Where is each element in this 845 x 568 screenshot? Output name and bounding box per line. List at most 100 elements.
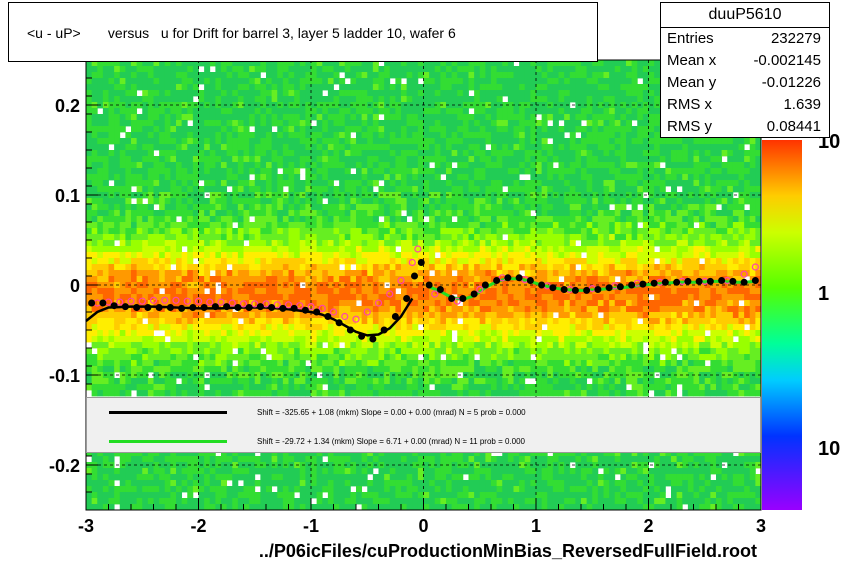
heatmap-cell [395, 474, 402, 481]
heatmap-cell [507, 228, 514, 235]
heatmap-cell [164, 252, 171, 259]
heatmap-cell [356, 498, 363, 505]
heatmap-cell [97, 450, 104, 457]
heatmap-cell [350, 78, 357, 85]
heatmap-cell [378, 288, 385, 295]
heatmap-cell [299, 60, 306, 67]
heatmap-cell [204, 108, 211, 115]
heatmap-cell [479, 90, 486, 97]
heatmap-cell [502, 300, 509, 307]
heatmap-cell [131, 366, 138, 373]
heatmap-cell [412, 234, 419, 241]
heatmap-cell [254, 276, 261, 283]
heatmap-cell [322, 240, 329, 247]
heatmap-cell [519, 486, 526, 493]
heatmap-cell [97, 156, 104, 163]
heatmap-cell [237, 384, 244, 391]
heatmap-cell [209, 138, 216, 145]
heatmap-cell [406, 168, 413, 175]
heatmap-cell [237, 156, 244, 163]
heatmap-cell [204, 348, 211, 355]
heatmap-cell [507, 360, 514, 367]
heatmap-cell [406, 204, 413, 211]
heatmap-cell [350, 174, 357, 181]
heatmap-cell [97, 120, 104, 127]
heatmap-cell [288, 270, 295, 277]
heatmap-cell [440, 222, 447, 229]
heatmap-cell [91, 240, 98, 247]
heatmap-cell [232, 66, 239, 73]
heatmap-cell [125, 294, 132, 301]
heatmap-cell [232, 450, 239, 457]
heatmap-cell [108, 258, 115, 265]
heatmap-cell [226, 192, 233, 199]
heatmap-cell [237, 342, 244, 349]
heatmap-cell [401, 492, 408, 499]
heatmap-cell [159, 228, 166, 235]
heatmap-cell [226, 456, 233, 463]
heatmap-cell [462, 114, 469, 121]
heatmap-cell [209, 378, 216, 385]
heatmap-cell [226, 204, 233, 211]
heatmap-cell [339, 330, 346, 337]
heatmap-cell [266, 264, 273, 271]
heatmap-cell [491, 144, 498, 151]
heatmap-cell [451, 126, 458, 133]
heatmap-cell [451, 276, 458, 283]
heatmap-cell [434, 132, 441, 139]
heatmap-cell [102, 66, 109, 73]
heatmap-cell [299, 258, 306, 265]
heatmap-cell [333, 156, 340, 163]
heatmap-cell [513, 156, 520, 163]
heatmap-cell [350, 360, 357, 367]
heatmap-cell [406, 66, 413, 73]
heatmap-cell [344, 366, 351, 373]
heatmap-cell [114, 84, 121, 91]
heatmap-cell [192, 486, 199, 493]
heatmap-cell [496, 252, 503, 259]
heatmap-cell [114, 246, 121, 253]
heatmap-cell [164, 150, 171, 157]
heatmap-cell [131, 450, 138, 457]
heatmap-cell [294, 270, 301, 277]
heatmap-cell [462, 96, 469, 103]
heatmap-cell [221, 252, 228, 259]
heatmap-cell [367, 456, 374, 463]
heatmap-cell [249, 378, 256, 385]
heatmap-cell [333, 474, 340, 481]
heatmap-cell [108, 348, 115, 355]
heatmap-cell [254, 456, 261, 463]
heatmap-cell [417, 114, 424, 121]
heatmap-cell [153, 90, 160, 97]
heatmap-cell [108, 60, 115, 67]
heatmap-cell [119, 78, 126, 85]
heatmap-cell [198, 330, 205, 337]
heatmap-cell [457, 270, 464, 277]
heatmap-cell [311, 270, 318, 277]
heatmap-cell [176, 150, 183, 157]
heatmap-cell [271, 318, 278, 325]
heatmap-cell [367, 228, 374, 235]
heatmap-cell [406, 132, 413, 139]
heatmap-cell [468, 498, 475, 505]
heatmap-cell [86, 72, 93, 79]
heatmap-cell [322, 504, 329, 511]
heatmap-cell [333, 114, 340, 121]
heatmap-cell [356, 348, 363, 355]
heatmap-cell [462, 450, 469, 457]
heatmap-cell [474, 342, 481, 349]
heatmap-cell [209, 390, 216, 397]
heatmap-cell [136, 60, 143, 67]
heatmap-cell [468, 300, 475, 307]
heatmap-cell [316, 138, 323, 145]
heatmap-cell [339, 60, 346, 67]
heatmap-cell [406, 102, 413, 109]
heatmap-cell [153, 270, 160, 277]
heatmap-cell [187, 180, 194, 187]
heatmap-cell [339, 186, 346, 193]
heatmap-cell [226, 474, 233, 481]
heatmap-cell [457, 468, 464, 475]
heatmap-cell [479, 354, 486, 361]
heatmap-cell [356, 114, 363, 121]
heatmap-cell [496, 144, 503, 151]
